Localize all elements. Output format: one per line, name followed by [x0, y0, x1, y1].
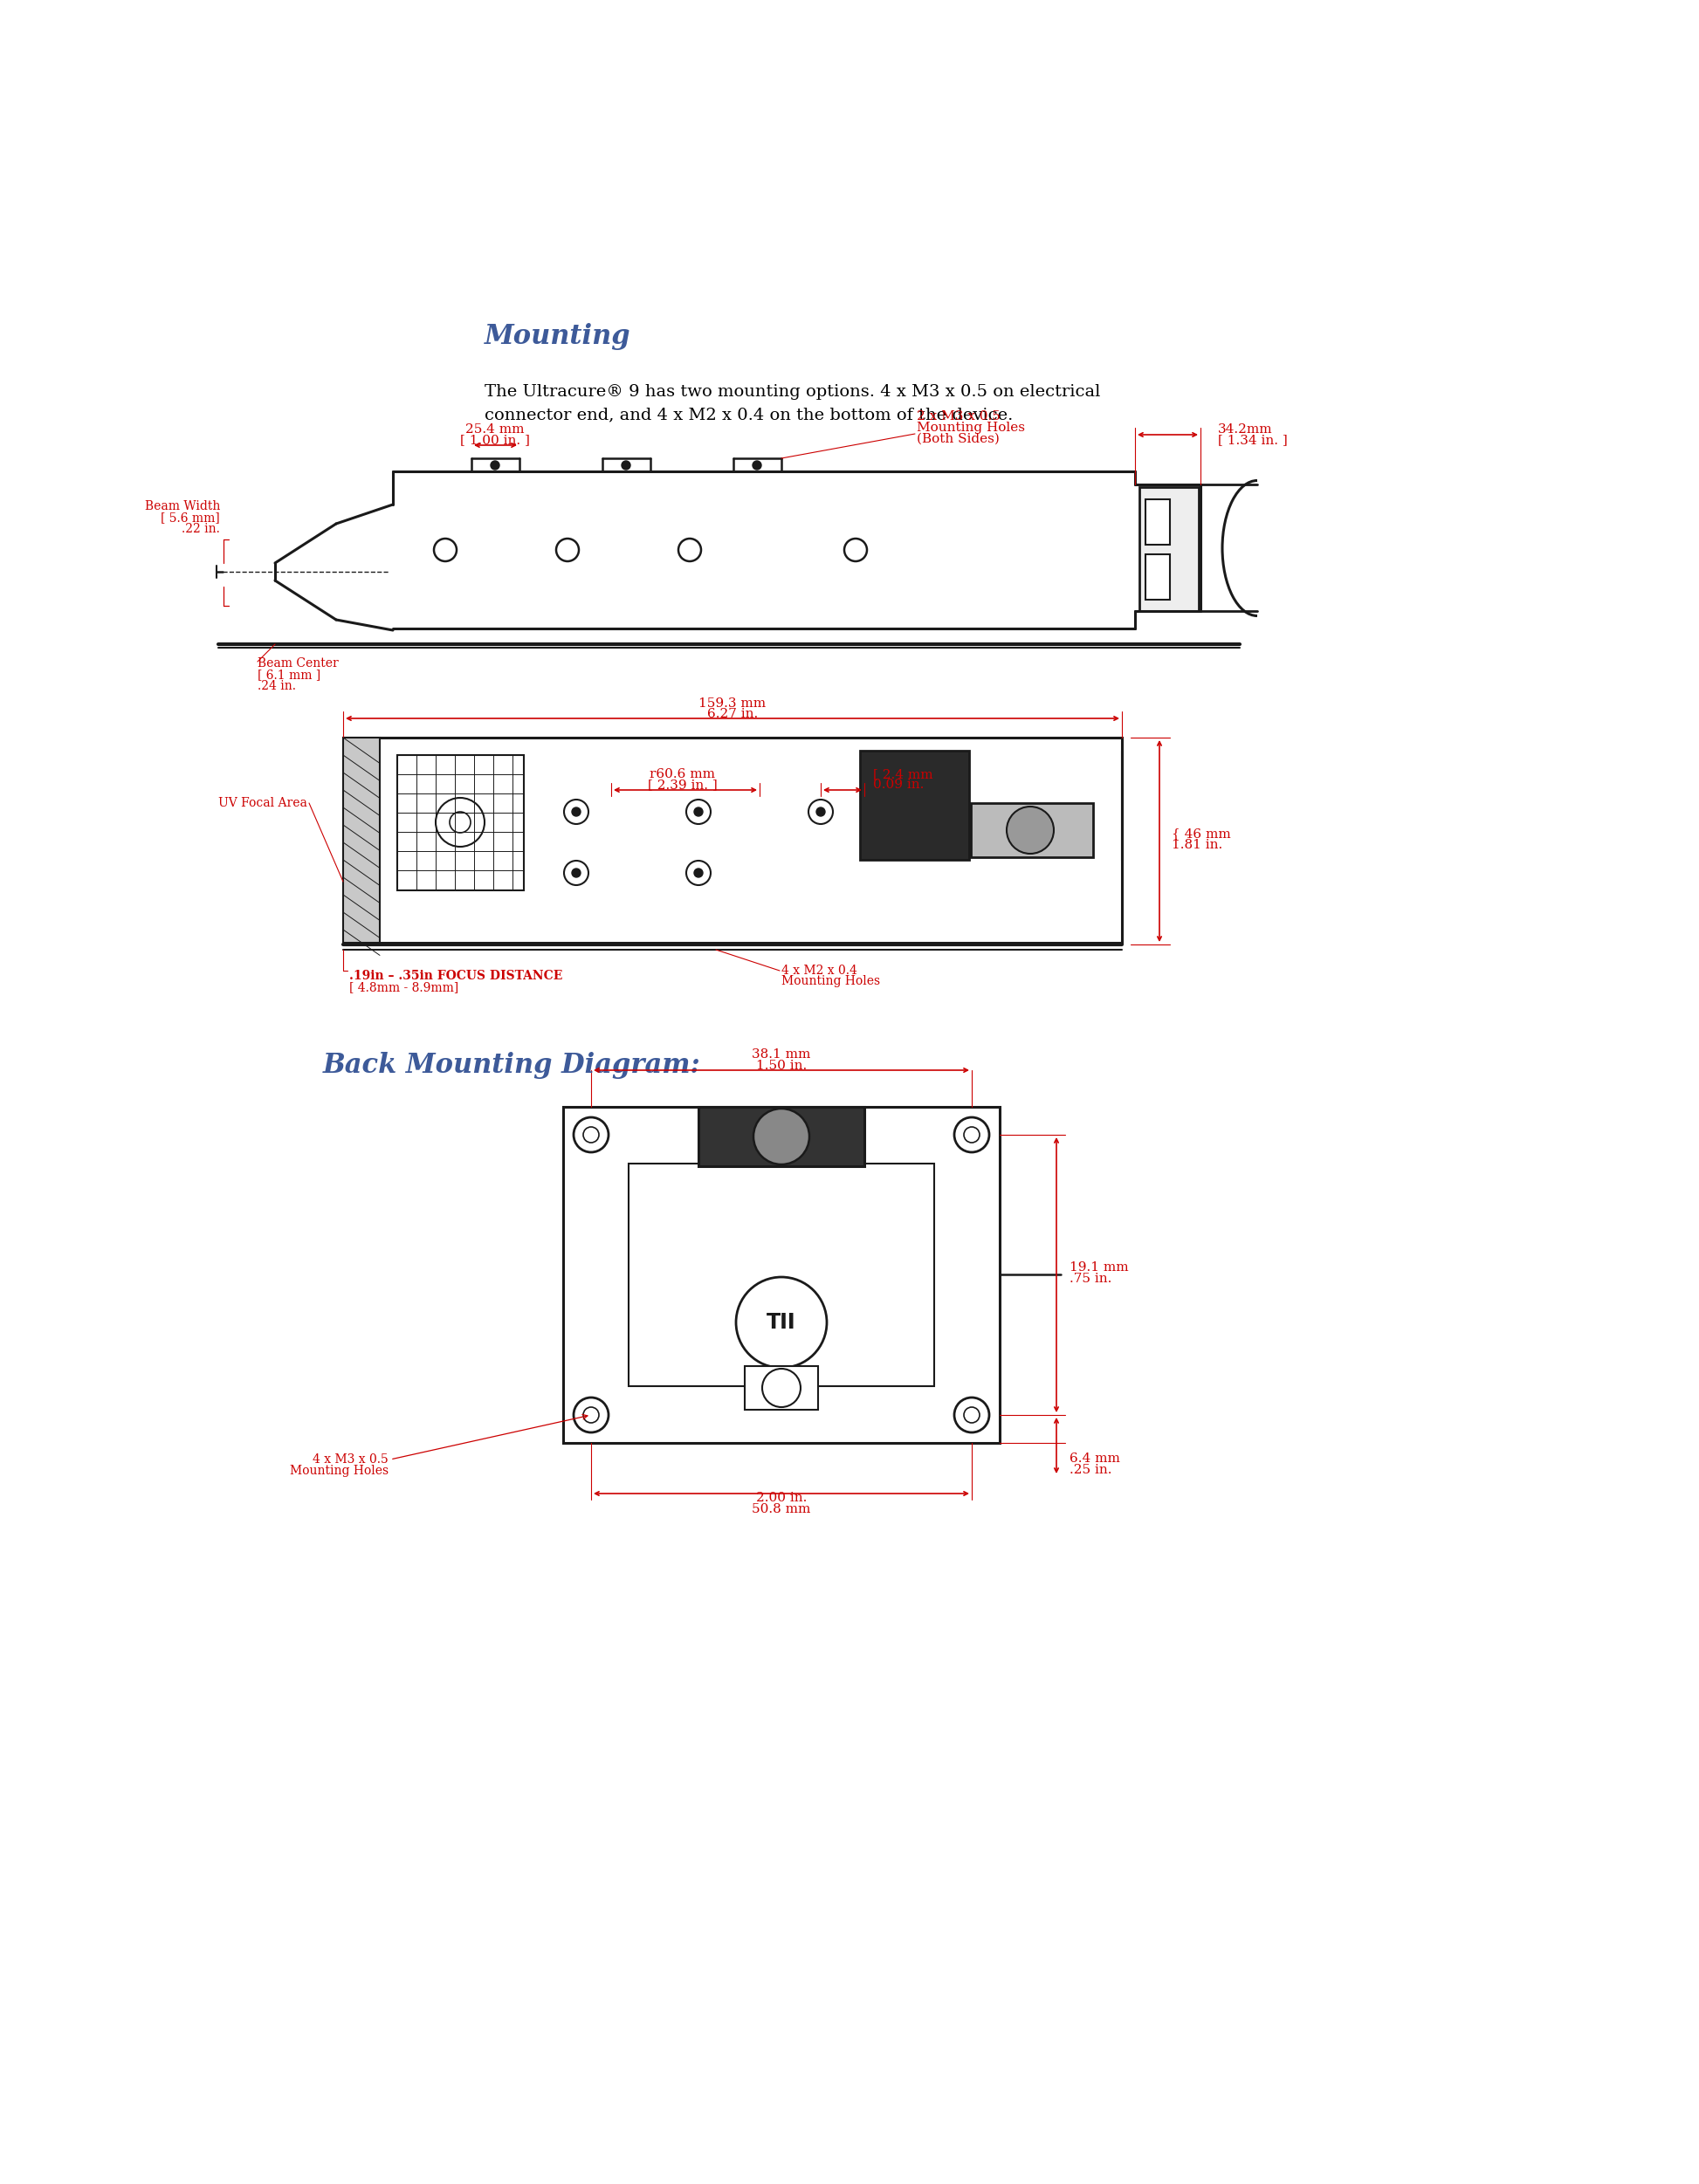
Text: [ 4.8mm - 8.9mm]: [ 4.8mm - 8.9mm]	[350, 981, 459, 994]
Circle shape	[491, 461, 500, 470]
Circle shape	[955, 1398, 989, 1433]
Text: Beam Center: Beam Center	[258, 657, 338, 670]
Circle shape	[816, 808, 826, 817]
Bar	[1140, 487, 1199, 612]
Bar	[629, 1164, 934, 1387]
Text: .22 in.: .22 in.	[182, 522, 219, 535]
Text: .75 in.: .75 in.	[1069, 1273, 1111, 1284]
Circle shape	[1006, 806, 1053, 854]
Circle shape	[583, 1127, 600, 1142]
Circle shape	[678, 539, 702, 561]
Bar	[343, 738, 381, 943]
Text: 19.1 mm: 19.1 mm	[1069, 1262, 1128, 1273]
Text: [ 2.39 in. ]: [ 2.39 in. ]	[647, 780, 717, 791]
Circle shape	[686, 799, 710, 823]
Circle shape	[583, 1406, 600, 1422]
Text: UV Focal Area: UV Focal Area	[219, 797, 308, 810]
Bar	[343, 738, 1121, 943]
Circle shape	[955, 1118, 989, 1153]
Circle shape	[695, 808, 703, 817]
Text: .19in – .35in FOCUS DISTANCE: .19in – .35in FOCUS DISTANCE	[350, 970, 562, 983]
Text: (Both Sides): (Both Sides)	[917, 432, 999, 446]
Text: 0.09 in.: 0.09 in.	[873, 780, 924, 791]
Bar	[1145, 555, 1171, 601]
Circle shape	[433, 539, 457, 561]
Text: 4 x M3 x 0.5: 4 x M3 x 0.5	[313, 1452, 389, 1465]
Text: 6.4 mm: 6.4 mm	[1069, 1452, 1120, 1465]
Text: 159.3 mm: 159.3 mm	[698, 697, 766, 710]
Text: .25 in.: .25 in.	[1069, 1463, 1111, 1476]
Text: 6.27 in.: 6.27 in.	[707, 708, 758, 721]
Text: 1.50 in.: 1.50 in.	[756, 1059, 807, 1072]
Circle shape	[574, 1398, 608, 1433]
Text: r60.6 mm: r60.6 mm	[651, 769, 715, 780]
Text: { 46 mm: { 46 mm	[1172, 828, 1230, 839]
Circle shape	[573, 808, 581, 817]
Text: 2.00 in.: 2.00 in.	[756, 1492, 807, 1505]
Text: Beam Width: Beam Width	[144, 500, 219, 513]
Circle shape	[450, 812, 471, 832]
Bar	[398, 756, 523, 891]
Circle shape	[622, 461, 630, 470]
Circle shape	[573, 869, 581, 878]
Text: 25.4 mm: 25.4 mm	[466, 424, 525, 435]
Text: 50.8 mm: 50.8 mm	[753, 1503, 810, 1516]
Text: 2 x M3 x 0.5: 2 x M3 x 0.5	[917, 411, 1001, 422]
Circle shape	[564, 799, 588, 823]
Text: The Ultracure® 9 has two mounting options. 4 x M3 x 0.5 on electrical
connector : The Ultracure® 9 has two mounting option…	[484, 384, 1101, 424]
Text: Mounting: Mounting	[484, 323, 630, 349]
Text: 34.2mm: 34.2mm	[1218, 424, 1273, 435]
Circle shape	[809, 799, 833, 823]
Circle shape	[753, 461, 761, 470]
Text: [ 5.6 mm]: [ 5.6 mm]	[161, 511, 219, 524]
Text: [ 1.00 in. ]: [ 1.00 in. ]	[460, 435, 530, 446]
Text: Mounting Holes: Mounting Holes	[782, 974, 880, 987]
Text: .24 in.: .24 in.	[258, 679, 296, 692]
Circle shape	[435, 797, 484, 847]
Circle shape	[753, 1109, 809, 1164]
Circle shape	[844, 539, 866, 561]
Text: 4 x M2 x 0.4: 4 x M2 x 0.4	[782, 965, 858, 976]
Bar	[562, 1107, 999, 1444]
Text: [ 1.34 in. ]: [ 1.34 in. ]	[1218, 435, 1288, 446]
Text: 38.1 mm: 38.1 mm	[753, 1048, 810, 1061]
Bar	[744, 1365, 819, 1409]
Text: Mounting Holes: Mounting Holes	[917, 422, 1024, 435]
Circle shape	[686, 860, 710, 885]
Bar	[860, 751, 968, 860]
Bar	[970, 804, 1092, 856]
Circle shape	[763, 1369, 800, 1406]
Text: Back Mounting Diagram:: Back Mounting Diagram:	[323, 1051, 702, 1079]
Circle shape	[963, 1127, 980, 1142]
Text: 1.81 in.: 1.81 in.	[1172, 839, 1223, 852]
Circle shape	[556, 539, 579, 561]
Circle shape	[963, 1406, 980, 1422]
Circle shape	[574, 1118, 608, 1153]
Text: [ 2.4 mm: [ 2.4 mm	[873, 769, 933, 780]
Text: Mounting Holes: Mounting Holes	[291, 1465, 389, 1476]
Circle shape	[564, 860, 588, 885]
Circle shape	[695, 869, 703, 878]
Text: [ 6.1 mm ]: [ 6.1 mm ]	[258, 668, 321, 681]
Text: TII: TII	[766, 1313, 797, 1332]
Bar	[698, 1107, 865, 1166]
Bar	[1145, 500, 1171, 544]
Circle shape	[736, 1278, 827, 1367]
